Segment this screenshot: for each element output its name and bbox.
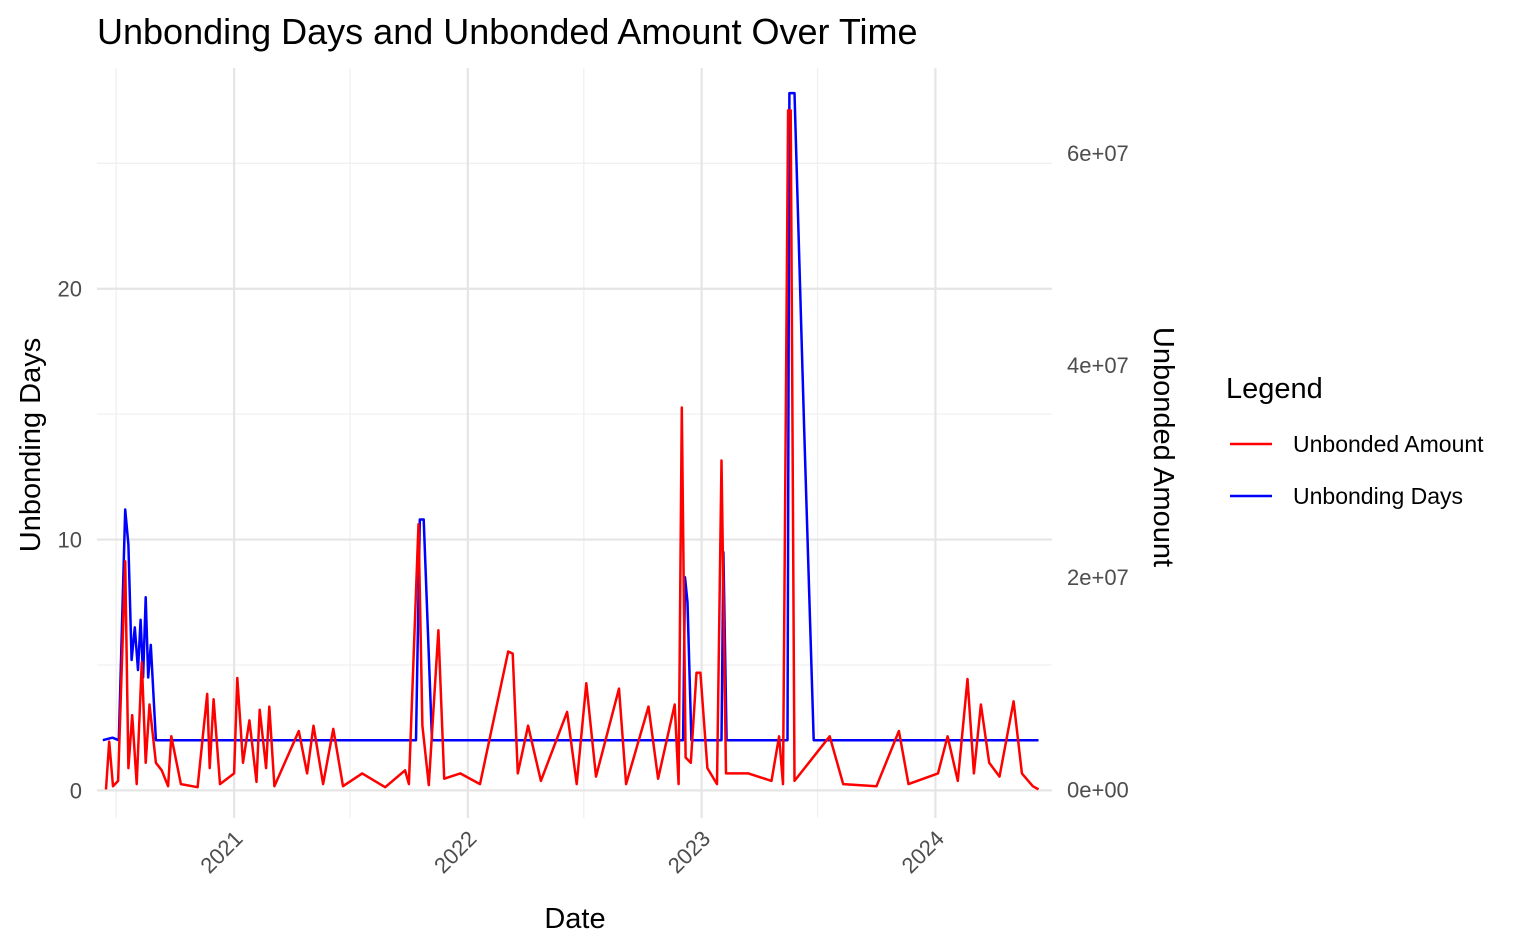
right-tick-label: 0e+00 xyxy=(1067,777,1129,802)
x-axis-ticks: 2021 2022 2023 2024 xyxy=(195,826,949,878)
left-axis-title: Unbonding Days xyxy=(15,338,47,552)
chart-title: Unbonding Days and Unbonded Amount Over … xyxy=(97,11,918,52)
legend-label: Unbonded Amount xyxy=(1293,431,1484,457)
right-axis-title: Unbonded Amount xyxy=(1147,327,1179,567)
right-axis-ticks: 0e+00 2e+07 4e+07 6e+07 xyxy=(1067,141,1129,802)
x-tick-label: 2024 xyxy=(897,826,949,878)
right-tick-label: 6e+07 xyxy=(1067,141,1129,166)
right-tick-label: 2e+07 xyxy=(1067,565,1129,590)
left-tick-label: 10 xyxy=(58,528,82,553)
series-line-unbonding-days xyxy=(102,91,1039,742)
x-tick-label: 2023 xyxy=(663,826,715,878)
left-tick-label: 20 xyxy=(58,277,82,302)
x-tick-label: 2022 xyxy=(429,826,481,878)
series-line-unbonded-amount xyxy=(104,109,1040,791)
right-tick-label: 4e+07 xyxy=(1067,353,1129,378)
x-tick-label: 2021 xyxy=(195,826,247,878)
series-layer xyxy=(102,91,1040,791)
left-axis-ticks: 0 10 20 xyxy=(58,277,82,804)
legend-title: Legend xyxy=(1226,373,1323,405)
left-tick-label: 0 xyxy=(70,778,82,803)
legend: Legend Unbonded Amount Unbonding Days xyxy=(1226,373,1484,509)
legend-label: Unbonding Days xyxy=(1293,483,1463,509)
x-axis-title: Date xyxy=(544,903,605,935)
minor-gridlines xyxy=(97,68,1052,818)
